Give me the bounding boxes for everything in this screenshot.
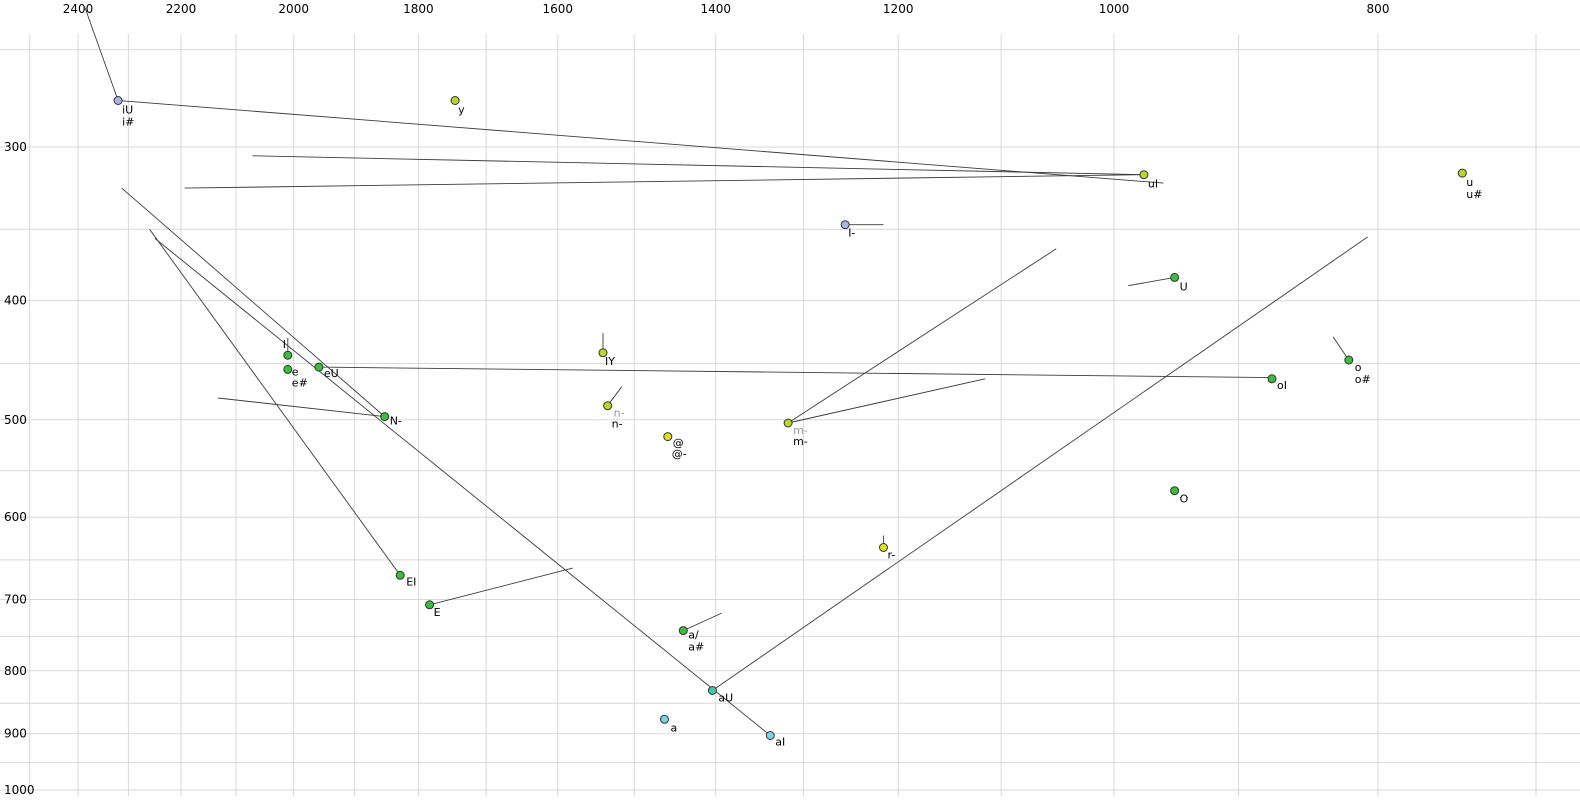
vowel-label: aU — [718, 692, 733, 705]
formant-trajectory-line — [787, 248, 1057, 424]
vowel-label: y — [458, 104, 465, 117]
y-tick-label: 300 — [4, 140, 27, 154]
vowel-point[interactable] — [1457, 168, 1467, 178]
vowel-label: @- — [672, 448, 687, 461]
y-tick-label: 700 — [4, 593, 27, 607]
formant-trajectory-line — [712, 236, 1368, 691]
formant-trajectory-line — [218, 397, 385, 418]
x-tick-label: 1600 — [543, 2, 574, 16]
vowel-label: E — [434, 606, 441, 619]
x-tick-label: 2200 — [166, 2, 197, 16]
vowel-label: a/ — [688, 629, 699, 642]
y-tick-label: 400 — [4, 294, 27, 308]
y-tick-label: 600 — [4, 510, 27, 524]
formant-trajectory-line — [788, 378, 986, 424]
formant-trajectory-line — [252, 155, 1144, 176]
vowel-point[interactable] — [1170, 272, 1180, 282]
vowel-point[interactable] — [113, 96, 123, 105]
vowel-label: O — [1180, 493, 1189, 506]
vowel-point[interactable] — [1139, 170, 1149, 180]
x-tick-label: 1800 — [403, 2, 434, 16]
formant-trajectory-line — [318, 366, 1273, 379]
vowel-label: i# — [122, 116, 134, 129]
x-tick-label: 2400 — [63, 2, 94, 16]
vowel-point[interactable] — [603, 401, 613, 411]
x-tick-label: 800 — [1367, 2, 1390, 16]
vowel-label: I- — [848, 227, 855, 240]
vowel-point[interactable] — [1170, 486, 1180, 496]
vowel-label: a — [671, 721, 678, 734]
vowel-label: aI — [775, 736, 785, 749]
formant-trajectory-line — [118, 100, 1164, 184]
y-tick-label: 1000 — [4, 783, 35, 797]
vowel-label: N- — [390, 415, 402, 428]
formant-trajectory-line — [84, 7, 119, 101]
vowel-point[interactable] — [598, 348, 608, 358]
y-tick-label: 500 — [4, 413, 27, 427]
vowel-label: m- — [793, 424, 808, 437]
vowel-point[interactable] — [707, 686, 717, 695]
vowel-label: a# — [688, 641, 704, 654]
vowel-label: u# — [1466, 188, 1482, 201]
vowel-label: eU — [324, 367, 339, 380]
vowel-point[interactable] — [840, 220, 850, 230]
vowel-label: n- — [612, 418, 623, 431]
vowel-label: e# — [292, 376, 308, 389]
formant-trajectory-line — [1128, 276, 1175, 287]
x-axis-ticks: 2400 2200 2000 1800 1600 1400 1200 1000 800 — [63, 2, 1390, 16]
vowel-point[interactable] — [765, 731, 775, 740]
points-layer — [113, 96, 1467, 740]
formant-trajectory-line — [683, 612, 722, 632]
vowel-label: u — [1466, 176, 1473, 189]
vowel-label: EI — [406, 575, 416, 588]
vowel-point[interactable] — [678, 626, 688, 636]
vowel-point[interactable] — [380, 412, 390, 422]
vowel-point[interactable] — [660, 714, 669, 724]
vowel-label: U — [1180, 280, 1188, 293]
x-tick-label: 1000 — [1099, 2, 1130, 16]
vowel-point[interactable] — [1267, 374, 1277, 384]
vowel-label: IY — [605, 355, 615, 368]
vowel-label: oI — [1277, 379, 1287, 392]
x-tick-label: 1400 — [701, 2, 732, 16]
vowel-label: o — [1355, 361, 1362, 374]
y-tick-label: 800 — [4, 664, 27, 678]
vowel-point[interactable] — [283, 364, 293, 374]
labels-layer: iUi# y uI uu# I- U Iee# eU IY n-n- @@- m-m-oo# oI Or-… — [122, 104, 1482, 749]
vowel-point[interactable] — [283, 350, 293, 360]
vowel-label: r- — [888, 549, 896, 562]
vowel-label: @ — [673, 437, 684, 450]
formant-trajectory-line — [149, 229, 401, 576]
y-axis-ticks: 300 400 500 600 700 800 900 1000 — [4, 140, 35, 797]
vowel-label: o# — [1355, 373, 1371, 386]
x-tick-label: 2000 — [278, 2, 309, 16]
grid-layer — [0, 34, 1580, 796]
vowel-point[interactable] — [783, 418, 793, 428]
x-tick-label: 1200 — [883, 2, 914, 16]
formant-trajectory-line — [154, 238, 771, 736]
vowel-label: e — [292, 365, 299, 378]
vowel-point[interactable] — [1344, 355, 1354, 365]
vowel-label: m- — [793, 435, 808, 448]
formant-trajectory-line — [121, 187, 385, 417]
vowel-point[interactable] — [879, 543, 888, 552]
formant-trajectory-line — [1332, 336, 1350, 361]
vowel-point[interactable] — [395, 570, 405, 580]
y-tick-label: 900 — [4, 727, 27, 741]
vowel-label: I — [283, 338, 286, 351]
vowel-label: uI — [1148, 178, 1158, 191]
vowel-point[interactable] — [425, 600, 435, 610]
trajectory-layer — [84, 7, 1368, 736]
vowel-point[interactable] — [314, 362, 324, 372]
vowel-point[interactable] — [663, 432, 673, 442]
formant-trajectory-line — [184, 174, 1144, 189]
vowel-label: n- — [614, 407, 625, 420]
formant-trajectory-line — [429, 567, 573, 606]
vowel-label: iU — [122, 104, 133, 117]
vowel-point[interactable] — [450, 96, 460, 105]
